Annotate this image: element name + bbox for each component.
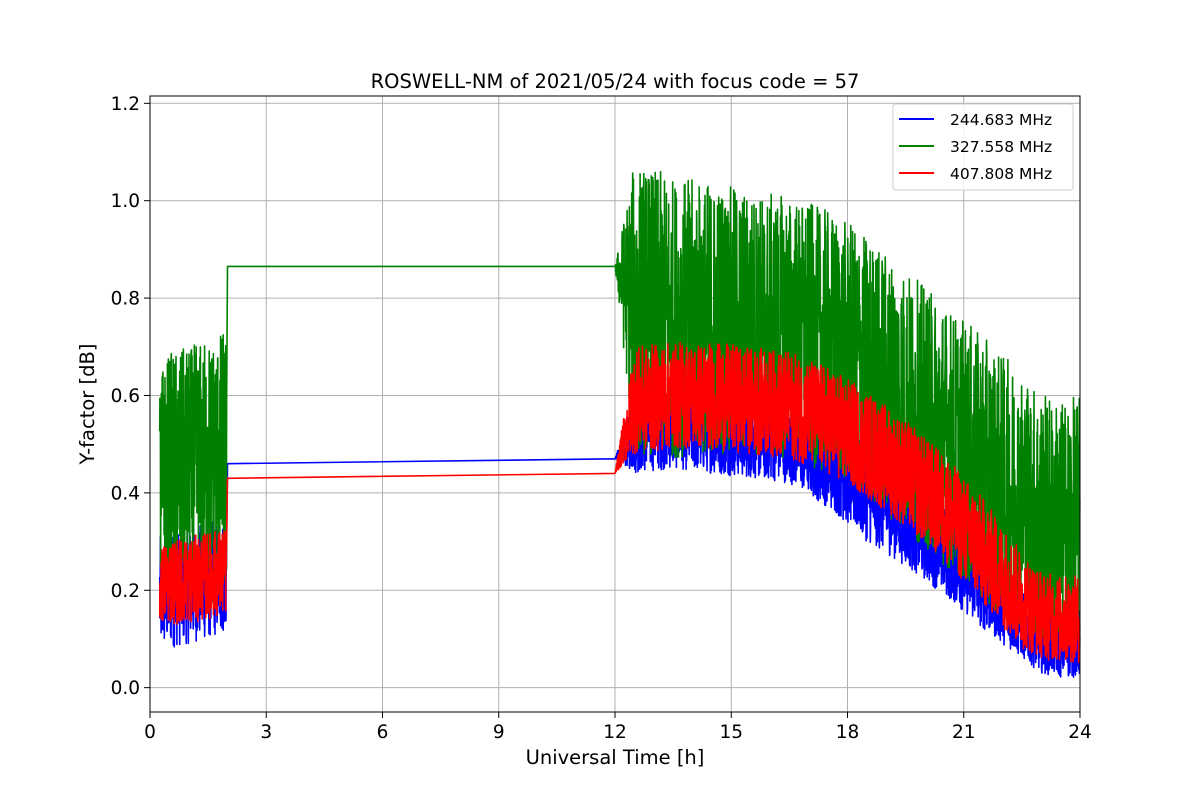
x-tick-label: 12	[603, 722, 627, 743]
x-tick-label: 9	[493, 722, 505, 743]
x-tick-label: 0	[144, 722, 156, 743]
y-tick-label: 0.2	[111, 581, 140, 602]
x-tick-label: 18	[836, 722, 860, 743]
x-tick-label: 21	[952, 722, 976, 743]
y-tick-label: 1.0	[111, 191, 140, 212]
legend-label: 407.808 MHz	[950, 165, 1052, 183]
chart-title: ROSWELL-NM of 2021/05/24 with focus code…	[371, 70, 860, 93]
x-tick-label: 6	[377, 722, 389, 743]
x-axis-label: Universal Time [h]	[526, 746, 705, 769]
y-tick-label: 0.8	[111, 289, 140, 310]
ticks: 0 3 6 9 12 15 18 21 24 0.0 0.2 0.4 0.6 0.8 1.0 1.2	[111, 94, 1092, 743]
y-axis-label: Y-factor [dB]	[76, 344, 99, 466]
x-tick-label: 24	[1068, 722, 1092, 743]
y-tick-label: 1.2	[111, 94, 140, 115]
series-line-3	[158, 341, 1081, 664]
y-tick-label: 0.6	[111, 386, 140, 407]
x-tick-label: 3	[260, 722, 272, 743]
x-tick-label: 15	[719, 722, 743, 743]
legend-label: 327.558 MHz	[950, 138, 1052, 156]
y-tick-label: 0.0	[111, 678, 140, 699]
y-tick-label: 0.4	[111, 483, 140, 504]
legend: 244.683 MHz 327.558 MHz 407.808 MHz	[892, 103, 1074, 191]
legend-box	[892, 103, 1074, 191]
legend-label: 244.683 MHz	[950, 111, 1052, 129]
series-layer	[158, 170, 1081, 678]
